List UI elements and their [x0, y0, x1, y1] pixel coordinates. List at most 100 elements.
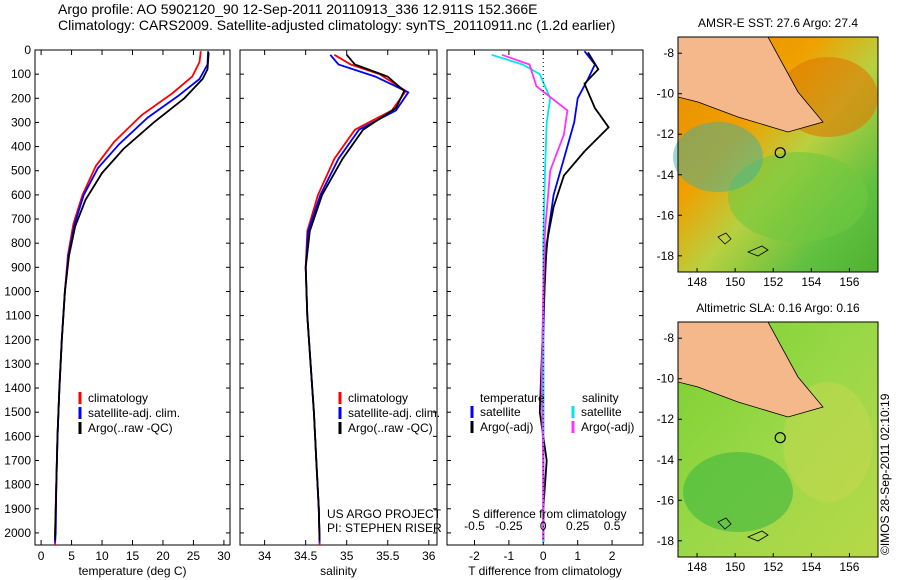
- ytick-label: 0: [24, 43, 31, 57]
- xtick-label-temperature: 30: [217, 549, 231, 563]
- map-ytick-label: -14: [657, 453, 675, 467]
- legend-item-label: satellite-adj. clim.: [348, 406, 440, 420]
- xtick-label-salinity: 36: [422, 549, 436, 563]
- legend-item-label: Argo(-adj): [480, 420, 533, 434]
- xtick-label-differences: -1: [504, 549, 515, 563]
- map-xtick-label: 156: [839, 275, 859, 289]
- map-title-sst-map: AMSR-E SST: 27.6 Argo: 27.4: [698, 16, 858, 30]
- series-line-temperature-argo-adj-: [538, 51, 610, 541]
- map-xtick-label: 150: [725, 275, 745, 289]
- field-patch: [683, 452, 793, 532]
- map-title-sla-map: Altimetric SLA: 0.16 Argo: 0.16: [696, 301, 860, 315]
- map-xtick-label: 152: [763, 560, 783, 574]
- map-ytick-label: -14: [657, 168, 675, 182]
- plot-frame-salinity: [239, 49, 438, 546]
- annotation-pi: PI: STEPHEN RISER: [327, 521, 442, 535]
- ytick-label: 2000: [4, 526, 31, 540]
- salinity-diff-tick-label: 0: [540, 519, 547, 533]
- imos-credit: ©IMOS 28-Sep-2011 02:10:19: [878, 393, 892, 555]
- salinity-diff-tick-label: -0.25: [495, 519, 523, 533]
- field-patch: [673, 122, 763, 192]
- map-ytick-label: -8: [663, 46, 674, 60]
- legend-item-label: satellite-adj. clim.: [88, 406, 180, 420]
- map-ytick-label: -12: [657, 127, 675, 141]
- ytick-label: 100: [11, 67, 31, 81]
- legend-item-label: satellite: [480, 405, 521, 419]
- map-ytick-label: -10: [657, 372, 675, 386]
- map-ytick-label: -10: [657, 87, 675, 101]
- map-ytick-label: -12: [657, 412, 675, 426]
- map-xtick-label: 154: [801, 275, 821, 289]
- xtick-label-temperature: 0: [38, 549, 45, 563]
- xtick-label-differences: 1: [574, 549, 581, 563]
- map-xtick-label: 148: [687, 560, 707, 574]
- xtick-label-salinity: 35: [340, 549, 354, 563]
- map-ytick-label: -18: [657, 534, 675, 548]
- series-line-salinity-argo-adj-: [501, 53, 569, 541]
- salinity-diff-tick-label: 0.25: [566, 519, 590, 533]
- xtick-label-temperature: 20: [156, 549, 170, 563]
- map-xtick-label: 148: [687, 275, 707, 289]
- map-ytick-label: -18: [657, 249, 675, 263]
- ytick-label: 800: [11, 236, 31, 250]
- argo-position-marker: [774, 147, 786, 159]
- xtick-label-salinity: 35.5: [376, 549, 400, 563]
- land-mass: [677, 36, 824, 133]
- ytick-label: 1600: [4, 429, 31, 443]
- xaxis-label-differences: T difference from climatology: [468, 564, 622, 578]
- legend-item-label: climatology: [348, 391, 408, 405]
- ytick-label: 1300: [4, 357, 31, 371]
- xtick-label-salinity: 34: [258, 549, 272, 563]
- ytick-label: 1500: [4, 405, 31, 419]
- field-patch: [728, 152, 868, 242]
- chart-title-line1: Argo profile: AO 5902120_90 12-Sep-2011 …: [58, 1, 538, 17]
- legend-temperature-title: temperature: [480, 391, 545, 405]
- map-xtick-label: 150: [725, 560, 745, 574]
- land-mass: [677, 321, 824, 418]
- xtick-label-differences: 0: [540, 549, 547, 563]
- ytick-label: 200: [11, 91, 31, 105]
- ytick-label: 900: [11, 260, 31, 274]
- island: [717, 232, 732, 245]
- island: [717, 517, 732, 530]
- map-xtick-label: 152: [763, 275, 783, 289]
- ytick-label: 1400: [4, 381, 31, 395]
- map-xtick-label: 154: [801, 560, 821, 574]
- map-xtick-label: 156: [839, 560, 859, 574]
- map-ytick-label: -8: [663, 331, 674, 345]
- ytick-label: 1200: [4, 333, 31, 347]
- annotation-project: US ARGO PROJECT: [327, 507, 442, 521]
- ytick-label: 300: [11, 115, 31, 129]
- legend-item-label: Argo(..raw -QC): [88, 421, 173, 435]
- xaxis-label-temperature: temperature (deg C): [78, 564, 186, 578]
- island: [746, 530, 769, 542]
- xtick-label-salinity: 34.5: [294, 549, 318, 563]
- ytick-label: 700: [11, 212, 31, 226]
- map-frame-sst-map: [677, 36, 879, 273]
- series-line-argo-raw-qc-: [304, 54, 406, 541]
- ytick-label: 600: [11, 188, 31, 202]
- chart-title-line2: Climatology: CARS2009. Satellite-adjuste…: [58, 17, 616, 33]
- xtick-label-temperature: 10: [95, 549, 109, 563]
- salinity-diff-tick-label: 0.5: [604, 519, 621, 533]
- xtick-label-differences: 2: [609, 549, 616, 563]
- map-ytick-label: -16: [657, 208, 675, 222]
- ytick-label: 1800: [4, 478, 31, 492]
- salinity-diff-tick-label: -0.5: [464, 519, 485, 533]
- ytick-label: 400: [11, 140, 31, 154]
- xtick-label-temperature: 5: [68, 549, 75, 563]
- argo-position-marker: [774, 432, 786, 444]
- island: [746, 245, 769, 257]
- legend-item-label: satellite: [581, 405, 622, 419]
- series-line-argo-raw-qc-: [54, 52, 210, 541]
- legend-item-label: Argo(..raw -QC): [348, 421, 433, 435]
- legend-salinity-title: salinity: [582, 391, 619, 405]
- map-ytick-label: -16: [657, 493, 675, 507]
- ytick-label: 1700: [4, 453, 31, 467]
- xtick-label-temperature: 25: [187, 549, 201, 563]
- xaxis-label2-differences: S difference from climatology: [472, 507, 627, 521]
- xtick-label-differences: -2: [469, 549, 480, 563]
- ytick-label: 1100: [5, 309, 31, 323]
- xtick-label-temperature: 15: [126, 549, 140, 563]
- map-frame-sla-map: [677, 321, 879, 558]
